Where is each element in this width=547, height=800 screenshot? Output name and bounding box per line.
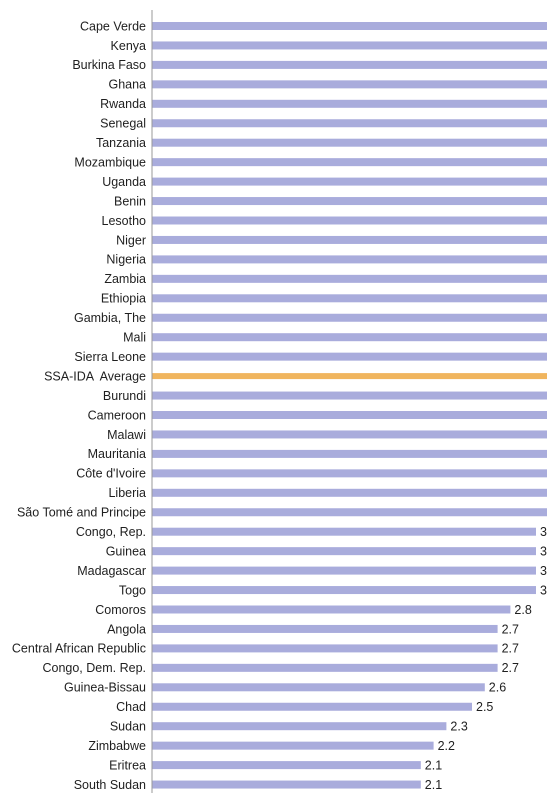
category-label: Chad: [116, 700, 146, 714]
bar: [152, 80, 547, 89]
category-label: Benin: [114, 194, 146, 208]
bar: [152, 761, 421, 770]
bar: [152, 60, 547, 69]
bar: [152, 255, 547, 264]
category-label: Rwanda: [100, 97, 146, 111]
bar: [152, 683, 485, 692]
bar: [152, 780, 421, 789]
value-label: 2.5: [476, 700, 493, 714]
category-label: Ghana: [108, 78, 146, 92]
bar: [152, 430, 547, 439]
category-label: Gambia, The: [74, 311, 146, 325]
value-label: 3.0: [540, 525, 547, 539]
bar: [152, 663, 498, 672]
bar-highlight: [152, 373, 547, 380]
category-label: Sudan: [110, 720, 146, 734]
bar: [152, 313, 547, 322]
category-label: Liberia: [108, 486, 146, 500]
category-label: Burundi: [103, 389, 146, 403]
bar: [152, 624, 498, 633]
category-label: Mauritania: [88, 447, 146, 461]
category-label: Mozambique: [74, 155, 146, 169]
bar: [152, 216, 547, 225]
category-label: Comoros: [95, 603, 146, 617]
bar: [152, 158, 547, 167]
value-label: 2.1: [425, 758, 442, 772]
value-label: 3.0: [540, 544, 547, 558]
category-label: Cameroon: [88, 408, 146, 422]
bars-group: [152, 22, 547, 789]
category-label: Madagascar: [77, 564, 146, 578]
category-label: Malawi: [107, 428, 146, 442]
bar: [152, 119, 547, 128]
category-label: São Tomé and Principe: [17, 506, 146, 520]
bar: [152, 352, 547, 361]
category-label: Sierra Leone: [74, 350, 146, 364]
value-label: 2.7: [502, 642, 519, 656]
category-label: Guinea: [106, 544, 146, 558]
category-label: Lesotho: [102, 214, 147, 228]
bar: [152, 99, 547, 108]
bar: [152, 566, 536, 575]
category-label: South Sudan: [74, 778, 146, 792]
bar: [152, 741, 434, 750]
category-label: Côte d'Ivoire: [76, 467, 146, 481]
bar: [152, 41, 547, 50]
bar: [152, 644, 498, 653]
category-labels: Cape Verde Kenya Burkina Faso Ghana Rwanda Se…: [12, 19, 146, 792]
category-label: Zambia: [104, 272, 146, 286]
category-label: Congo, Dem. Rep.: [42, 661, 146, 675]
bar: [152, 547, 536, 556]
bar: [152, 138, 547, 147]
value-label: 3.0: [540, 583, 547, 597]
value-label: 2.1: [425, 778, 442, 792]
value-label: 2.7: [502, 661, 519, 675]
value-labels: 3.93.93.83.83.83.83.83.73.73.53.53.53.53…: [425, 525, 547, 792]
category-label: Togo: [119, 583, 146, 597]
category-label: Cape Verde: [80, 19, 146, 33]
category-label: Uganda: [102, 175, 146, 189]
category-label: Niger: [116, 233, 146, 247]
category-label: SSA-IDA Average: [44, 369, 146, 383]
bar: [152, 605, 511, 614]
category-label: Ethiopia: [101, 292, 146, 306]
category-label: Angola: [107, 622, 146, 636]
bar: [152, 294, 547, 303]
bar: [152, 274, 547, 283]
bar: [152, 391, 547, 400]
category-label: Senegal: [100, 117, 146, 131]
bar: [152, 586, 536, 595]
bar: [152, 235, 547, 244]
bar: [152, 508, 547, 517]
value-label: 2.8: [514, 603, 531, 617]
category-label: Burkina Faso: [72, 58, 146, 72]
bar: [152, 722, 447, 731]
value-label: 2.2: [438, 739, 455, 753]
category-label: Congo, Rep.: [76, 525, 146, 539]
value-label: 3.0: [540, 564, 547, 578]
value-label: 2.6: [489, 681, 506, 695]
bar: [152, 177, 547, 186]
category-label: Zimbabwe: [88, 739, 146, 753]
category-label: Kenya: [111, 39, 146, 53]
category-label: Guinea-Bissau: [64, 681, 146, 695]
bar: [152, 22, 547, 30]
category-label: Central African Republic: [12, 642, 146, 656]
bar: [152, 449, 547, 458]
category-label: Eritrea: [109, 758, 146, 772]
bar: [152, 702, 472, 711]
bar: [152, 411, 547, 419]
value-label: 2.3: [450, 720, 467, 734]
bar: [152, 469, 547, 478]
bar: [152, 488, 547, 497]
category-label: Mali: [123, 331, 146, 345]
category-label: Nigeria: [106, 253, 146, 267]
bar: [152, 527, 536, 536]
category-label: Tanzania: [96, 136, 146, 150]
bar: [152, 197, 547, 206]
value-label: 2.7: [502, 622, 519, 636]
bar: [152, 333, 547, 342]
